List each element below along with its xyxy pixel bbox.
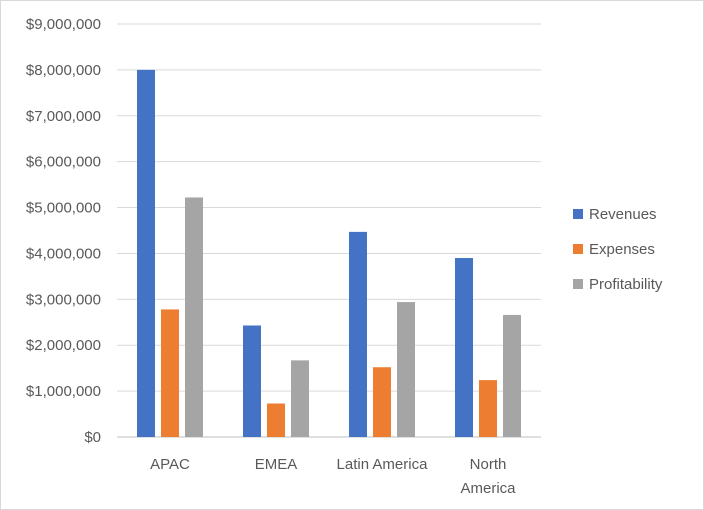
bar-revenues [243,325,261,437]
bar-expenses [479,380,497,437]
y-tick-label: $7,000,000 [26,108,101,125]
bar-revenues [137,69,155,437]
bar-profitability [503,314,521,437]
bar-profitability [397,302,415,437]
y-tick-label: $4,000,000 [26,245,101,262]
y-tick-label: $6,000,000 [26,154,101,171]
bar-revenues [455,258,473,437]
legend-label-expenses: Expenses [589,241,655,258]
legend-swatch-revenues [573,209,583,219]
y-tick-label: $0 [84,429,101,446]
y-tick-label: $1,000,000 [26,383,101,400]
x-category-label: America [460,480,516,497]
x-category-label: Latin America [337,456,429,473]
legend-swatch-expenses [573,244,583,254]
bar-revenues [349,231,367,437]
legend-swatch-profitability [573,279,583,289]
y-tick-label: $5,000,000 [26,200,101,217]
x-category-label: North [470,456,507,473]
y-tick-label: $8,000,000 [26,62,101,79]
bar-expenses [267,403,285,437]
bar-profitability [185,197,203,437]
legend-label-revenues: Revenues [589,206,657,223]
x-category-label: EMEA [255,456,298,473]
bar-profitability [291,360,309,437]
y-tick-label: $9,000,000 [26,16,101,33]
bar-expenses [161,309,179,437]
y-tick-label: $2,000,000 [26,337,101,354]
legend-label-profitability: Profitability [589,276,663,293]
x-category-label: APAC [150,456,190,473]
y-tick-label: $3,000,000 [26,291,101,308]
bar-expenses [373,367,391,437]
